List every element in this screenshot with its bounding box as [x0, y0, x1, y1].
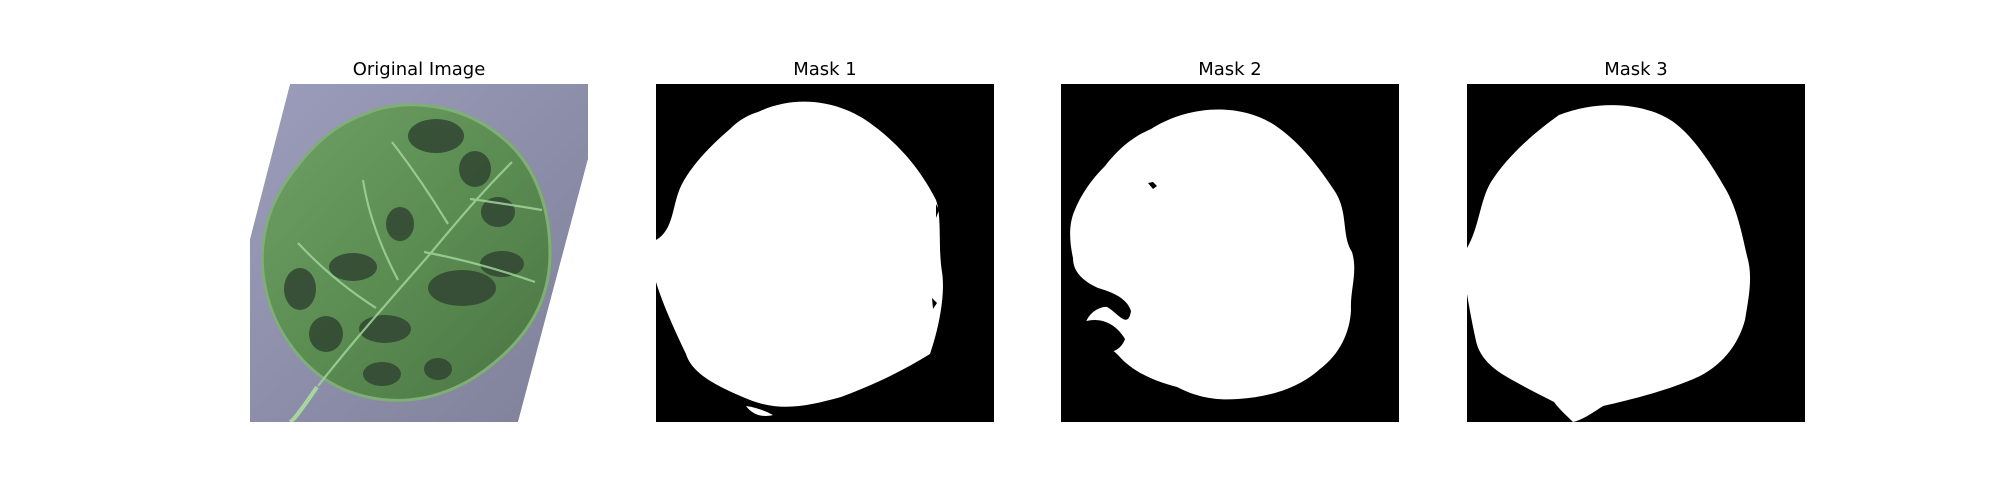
mask-3-image	[1467, 84, 1805, 422]
mask-1-frame	[656, 84, 994, 422]
mask-1-image	[656, 84, 994, 422]
mask-1-title: Mask 1	[656, 60, 994, 80]
mask-3-frame	[1467, 84, 1805, 422]
original-image-frame	[250, 84, 588, 422]
mask-2-frame	[1061, 84, 1399, 422]
mask-3-title: Mask 3	[1467, 60, 1805, 80]
original-image-title: Original Image	[250, 60, 588, 80]
mask-2-title: Mask 2	[1061, 60, 1399, 80]
mask-2-image	[1061, 84, 1399, 422]
leaf-photo-image	[250, 84, 588, 422]
